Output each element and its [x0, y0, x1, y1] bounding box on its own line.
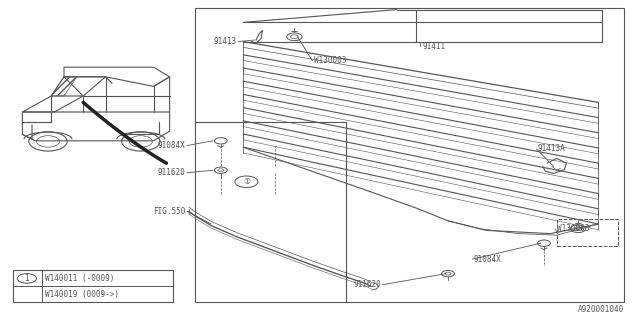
Text: 91084X: 91084X	[158, 141, 186, 150]
Text: A920001040: A920001040	[578, 305, 624, 314]
Bar	[557, 219, 618, 246]
Text: 911620: 911620	[353, 280, 381, 289]
Bar	[195, 8, 624, 302]
Text: 911620: 911620	[158, 168, 186, 177]
Text: 91413: 91413	[214, 37, 237, 46]
Text: ①: ①	[243, 177, 250, 186]
Bar	[13, 270, 173, 302]
Text: W130003: W130003	[557, 224, 589, 233]
Text: W140011 (-0009): W140011 (-0009)	[45, 274, 114, 283]
Text: 91411: 91411	[422, 42, 445, 51]
Text: 91084X: 91084X	[474, 255, 501, 264]
Text: FIG.550: FIG.550	[153, 207, 186, 216]
Text: W140019 (0009->): W140019 (0009->)	[45, 290, 119, 299]
Text: W130003: W130003	[314, 56, 346, 65]
Text: 1: 1	[24, 274, 29, 283]
Text: 91413A: 91413A	[538, 144, 565, 153]
